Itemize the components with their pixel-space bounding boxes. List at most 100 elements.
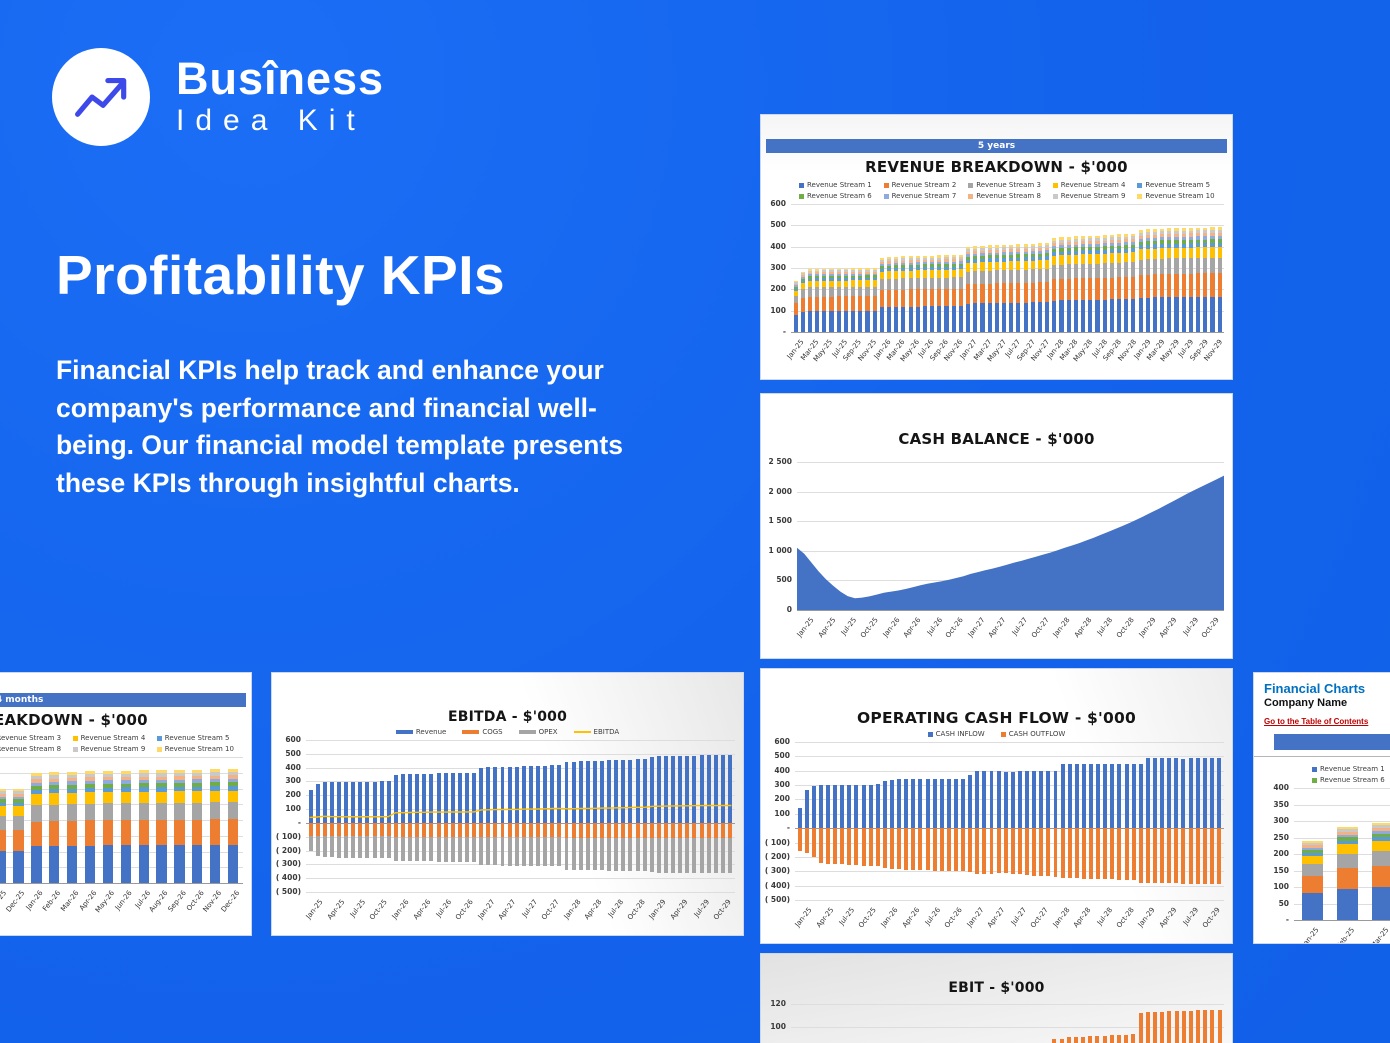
x-tick-label: Apr-25: [325, 898, 347, 922]
legend-item: Revenue Stream 6: [1312, 776, 1390, 784]
x-tick-label: Jan-25: [793, 906, 814, 929]
x-tick-label: Jul-26: [923, 906, 943, 927]
x-axis: Jan-25 Apr-25 Jul-25 Oct-25 Jan-26 Apr-26 Jul-…: [793, 903, 1224, 943]
legend-item: Revenue Stream 5: [156, 734, 241, 742]
x-tick-label: Apr-29: [668, 898, 690, 922]
x-tick-label: Apr-26: [411, 898, 433, 922]
legend-item: OPEX: [518, 728, 558, 736]
x-tick-label: Oct-27: [1028, 906, 1050, 930]
x-tick-label: Jan-28: [562, 898, 583, 921]
y-axis: 12010080604020-( 20)( 40)( 60): [770, 999, 786, 1031]
divider: [1254, 756, 1390, 757]
x-tick-label: Apr-25: [816, 616, 838, 640]
chart-title: REVENUE BREAKDOWN - $'000: [0, 711, 148, 729]
y-axis: 2 500 2 000 1 500 1 000 500 0: [768, 457, 793, 614]
x-tick-label: Apr-28: [583, 898, 604, 922]
x-tick-label: Jul-27: [1009, 906, 1029, 927]
x-tick-label: Apr-27: [497, 898, 518, 922]
company-name: Company Name: [1264, 697, 1348, 709]
chart-title: REVENUE BREAKDOWN - $'000: [865, 158, 1128, 176]
x-axis: Jan-25 Mar-25 May-25 Jul-25 Sep-25 Nov-25 Jan-…: [786, 335, 1225, 375]
legend-item: Revenue Stream 2: [883, 181, 969, 189]
y-axis: 600 500 400 300 200 100-( 100)( 200)( 300)( 4…: [275, 735, 301, 896]
x-tick-label: Jan-28: [1051, 616, 1072, 639]
x-tick-label: Jul-28: [606, 898, 626, 919]
cash-balance-card: CASH BALANCE - $'000 2 500 2 000 1 500 1 00…: [760, 393, 1233, 659]
brand-text: Busîness Idea Kit: [176, 56, 384, 139]
x-tick-label: Jan-29: [1137, 616, 1158, 639]
chart-legend: Revenue COGS OPEX EBITDA: [272, 728, 743, 736]
ebit-card: EBIT - $'000 12010080604020-( 20)( 40)( …: [760, 953, 1233, 1043]
x-tick-label: Apr-26: [901, 616, 923, 640]
x-tick-label: Jan-29: [648, 898, 669, 921]
x-tick-label: Jan-27: [965, 906, 986, 929]
table-of-contents-link[interactable]: Go to the Table of Contents: [1264, 717, 1369, 726]
x-tick-label: Jan-25: [795, 616, 816, 639]
legend-item: Revenue Stream 10: [156, 745, 241, 753]
legend-item: Revenue Stream 1: [799, 181, 884, 189]
x-tick-label: Oct-27: [1029, 616, 1051, 640]
x-tick-label: Jul-25: [839, 616, 859, 637]
period-label-bar: 5 years: [766, 139, 1227, 153]
legend-item: Revenue Stream 9: [1052, 192, 1138, 200]
chart-title: CASH BALANCE - $'000: [898, 430, 1095, 448]
legend-item: Revenue Stream 7: [883, 192, 969, 200]
brand-line1: Busîness: [176, 52, 385, 104]
plot-area: [791, 1004, 1224, 1043]
page-description: Financial KPIs help track and enhance yo…: [56, 355, 623, 498]
legend-item: Revenue Stream 8: [968, 192, 1053, 200]
x-tick-label: Jan-27: [966, 616, 987, 639]
y-axis: 600 500 400 300 200 100-: [770, 199, 786, 336]
legend-item: Revenue Stream 3: [0, 734, 62, 742]
legend-item: Revenue Stream 5: [1137, 181, 1222, 189]
x-tick-label: Jan-28: [1051, 906, 1072, 929]
x-tick-label: Apr-28: [1072, 616, 1094, 640]
x-tick-label: Oct-26: [944, 616, 966, 640]
chart-title: OPERATING CASH FLOW - $'000: [857, 709, 1136, 727]
x-tick-label: Jan-29: [1137, 906, 1158, 929]
x-tick-label: Jul-29: [692, 898, 711, 919]
x-tick-label: Jul-28: [1095, 906, 1115, 927]
x-tick-label: Jul-28: [1095, 616, 1115, 637]
page-title: Profitability KPIs: [56, 244, 506, 306]
legend-item: EBITDA: [573, 728, 619, 736]
x-tick-label: Jan-26: [390, 898, 411, 921]
months24-revenue-breakdown-card: 24 months REVENUE BREAKDOWN - $'000 Reve…: [0, 672, 252, 936]
x-tick-label: Nov-29: [1202, 338, 1225, 363]
chart-legend: CASH INFLOW CASH OUTFLOW: [761, 730, 1232, 738]
legend-item: Revenue Stream 4: [72, 734, 157, 742]
x-tick-label: Oct-27: [539, 898, 561, 922]
x-tick-label: Apr-27: [986, 906, 1007, 930]
plot-area: [306, 740, 735, 893]
x-tick-label: Apr-29: [1157, 906, 1179, 930]
x-tick-label: Apr-27: [987, 616, 1008, 640]
brand-logo: Busîness Idea Kit: [52, 48, 384, 146]
x-tick-label: Mar-25: [1369, 926, 1390, 944]
plot-area: [795, 742, 1224, 901]
x-tick-label: Oct-25: [368, 898, 390, 922]
x-tick-label: Jan-25: [1300, 926, 1321, 944]
logo-circle: [52, 48, 150, 146]
x-tick-label: Oct-28: [1114, 906, 1136, 930]
x-tick-label: Oct-26: [454, 898, 475, 922]
legend-item: Revenue Stream 3: [968, 181, 1053, 189]
five-years-revenue-breakdown-card: 5 years REVENUE BREAKDOWN - $'000 Revenu…: [760, 114, 1233, 380]
x-tick-label: Oct-28: [625, 898, 647, 922]
x-tick-label: Jul-26: [434, 898, 454, 919]
legend-item: Revenue Stream 10: [1137, 192, 1222, 200]
legend-item: Revenue Stream 9: [72, 745, 157, 753]
x-axis: Jan-25Feb-25Mar-25Apr-25May-25Jun-25Jul-…: [1294, 923, 1390, 944]
x-tick-label: Jul-26: [925, 616, 944, 637]
x-tick-label: Oct-25: [858, 616, 880, 640]
plot-area: [791, 204, 1224, 333]
x-tick-label: Oct-25: [857, 906, 879, 930]
legend-item: Revenue Stream 1: [1312, 765, 1390, 773]
legend-item: CASH INFLOW: [927, 730, 985, 738]
x-tick-label: Jul-27: [1010, 616, 1030, 637]
x-tick-label: Jul-27: [520, 898, 540, 919]
x-tick-label: Apr-28: [1072, 906, 1093, 930]
x-tick-label: Jan-26: [879, 906, 900, 929]
